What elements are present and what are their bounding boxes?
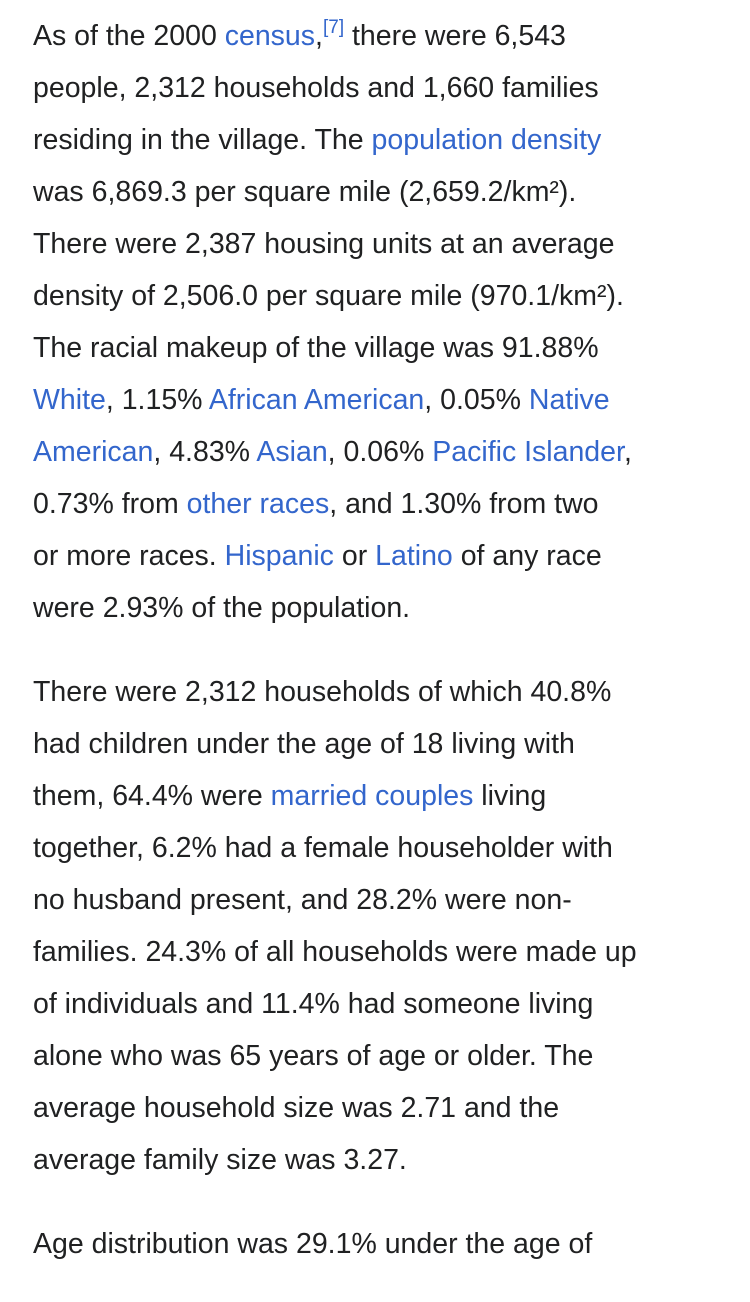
link-pacific-islander[interactable]: Pacific Islander bbox=[432, 436, 624, 468]
text-line: White, 1.15% African American, 0.05% Nat… bbox=[33, 374, 723, 426]
text-line: As of the 2000 census,[7] there were 6,5… bbox=[33, 10, 723, 62]
body-text: , 0.05% bbox=[424, 384, 529, 416]
body-text: The racial makeup of the village was 91.… bbox=[33, 332, 599, 364]
text-line: average family size was 3.27. bbox=[33, 1134, 723, 1186]
text-line: density of 2,506.0 per square mile (970.… bbox=[33, 270, 723, 322]
body-text: 0.73% from bbox=[33, 488, 187, 520]
body-text: together, 6.2% had a female householder … bbox=[33, 832, 613, 864]
body-text: there were 6,543 bbox=[344, 20, 566, 52]
text-line: of individuals and 11.4% had someone liv… bbox=[33, 978, 723, 1030]
link-white[interactable]: White bbox=[33, 384, 106, 416]
body-text: them, 64.4% were bbox=[33, 780, 271, 812]
body-text: were 2.93% of the population. bbox=[33, 592, 411, 624]
link-native-american[interactable]: Native bbox=[528, 384, 610, 416]
link-african-american[interactable]: African American bbox=[208, 384, 425, 416]
text-line: There were 2,312 households of which 40.… bbox=[33, 666, 723, 718]
link-population-density[interactable]: population density bbox=[371, 124, 602, 156]
text-line: was 6,869.3 per square mile (2,659.2/km²… bbox=[33, 166, 723, 218]
text-line: alone who was 65 years of age or older. … bbox=[33, 1030, 723, 1082]
body-text: was 6,869.3 per square mile (2,659.2/km²… bbox=[33, 176, 577, 208]
body-text: alone who was 65 years of age or older. … bbox=[33, 1040, 594, 1072]
text-line: together, 6.2% had a female householder … bbox=[33, 822, 723, 874]
text-line: no husband present, and 28.2% were non- bbox=[33, 874, 723, 926]
body-text: , bbox=[315, 20, 323, 52]
body-text: , 0.06% bbox=[327, 436, 433, 468]
body-text: of any race bbox=[452, 540, 602, 572]
link-asian[interactable]: Asian bbox=[256, 436, 328, 468]
reference-7[interactable]: [7] bbox=[322, 17, 345, 38]
body-text: There were 2,387 housing units at an ave… bbox=[33, 228, 615, 260]
text-line: There were 2,387 housing units at an ave… bbox=[33, 218, 723, 270]
body-text: or more races. bbox=[33, 540, 225, 572]
link-latino[interactable]: Latino bbox=[375, 540, 453, 572]
body-text: residing in the village. The bbox=[33, 124, 372, 156]
body-text: of individuals and 11.4% had someone liv… bbox=[33, 988, 594, 1020]
paragraph: There were 2,312 households of which 40.… bbox=[33, 666, 723, 1186]
link-hispanic[interactable]: Hispanic bbox=[224, 540, 334, 572]
paragraph: Age distribution was 29.1% under the age… bbox=[33, 1218, 723, 1270]
text-line: residing in the village. The population … bbox=[33, 114, 723, 166]
text-line: average household size was 2.71 and the bbox=[33, 1082, 723, 1134]
body-text: had children under the age of 18 living … bbox=[33, 728, 575, 760]
link-census[interactable]: census bbox=[224, 20, 316, 52]
body-text: , and 1.30% from two bbox=[329, 488, 599, 520]
link-married-couples[interactable]: married couples bbox=[270, 780, 474, 812]
body-text: living bbox=[473, 780, 547, 812]
paragraph: As of the 2000 census,[7] there were 6,5… bbox=[33, 10, 723, 634]
body-text: , bbox=[623, 436, 632, 468]
body-text: or bbox=[333, 540, 376, 572]
body-text: average household size was 2.71 and the bbox=[33, 1092, 560, 1124]
text-line: were 2.93% of the population. bbox=[33, 582, 723, 634]
body-text: There were 2,312 households of which 40.… bbox=[33, 676, 612, 708]
body-text: average family size was 3.27. bbox=[33, 1144, 407, 1176]
text-line: or more races. Hispanic or Latino of any… bbox=[33, 530, 723, 582]
body-text: no husband present, and 28.2% were non- bbox=[33, 884, 572, 916]
text-line: had children under the age of 18 living … bbox=[33, 718, 723, 770]
text-line: people, 2,312 households and 1,660 famil… bbox=[33, 62, 723, 114]
text-line: Age distribution was 29.1% under the age… bbox=[33, 1218, 723, 1270]
body-text: density of 2,506.0 per square mile (970.… bbox=[33, 280, 624, 312]
text-line: American, 4.83% Asian, 0.06% Pacific Isl… bbox=[33, 426, 723, 478]
body-text: people, 2,312 households and 1,660 famil… bbox=[33, 72, 599, 104]
article-body: As of the 2000 census,[7] there were 6,5… bbox=[33, 10, 723, 1302]
link-native-american[interactable]: American bbox=[33, 436, 154, 468]
body-text: Age distribution was 29.1% under the age… bbox=[33, 1228, 593, 1260]
text-line: families. 24.3% of all households were m… bbox=[33, 926, 723, 978]
body-text: As of the 2000 bbox=[33, 20, 225, 52]
body-text: families. 24.3% of all households were m… bbox=[33, 936, 637, 968]
text-line: them, 64.4% were married couples living bbox=[33, 770, 723, 822]
text-line: The racial makeup of the village was 91.… bbox=[33, 322, 723, 374]
link-other-races[interactable]: other races bbox=[186, 488, 330, 520]
text-line: 0.73% from other races, and 1.30% from t… bbox=[33, 478, 723, 530]
body-text: , 4.83% bbox=[153, 436, 257, 468]
body-text: , 1.15% bbox=[105, 384, 209, 416]
